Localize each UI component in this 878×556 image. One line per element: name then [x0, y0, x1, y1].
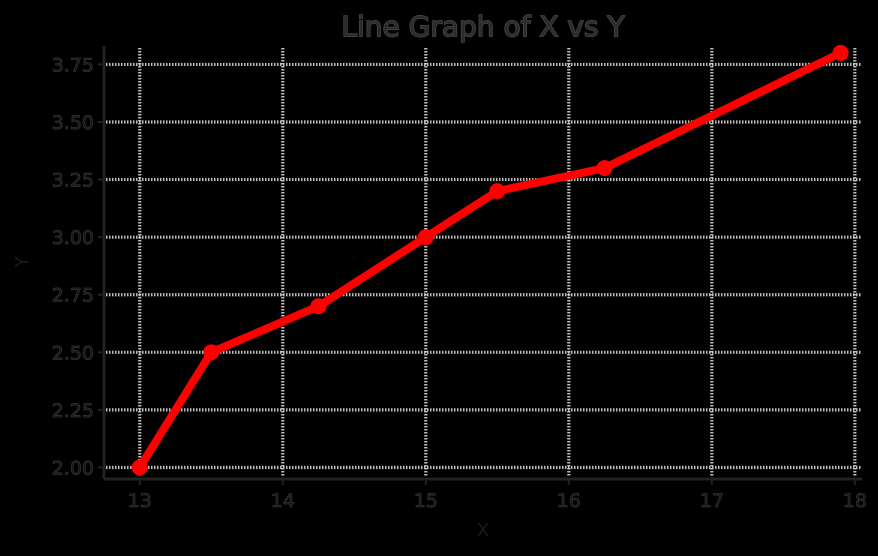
data-point [203, 344, 220, 361]
y-ticks: 2.00 2.25 2.50 2.75 3.00 3.25 3.50 3.75 [51, 54, 104, 480]
data-point [489, 183, 506, 200]
data-point [310, 298, 327, 315]
axes [102, 46, 862, 481]
y-tick-label: 2.00 [52, 457, 94, 479]
y-tick-label: 2.50 [52, 342, 94, 364]
y-tick-label: 3.25 [52, 170, 94, 192]
x-tick-label: 17 [700, 490, 724, 512]
data-point [417, 229, 434, 246]
x-tick-label: 13 [128, 490, 152, 512]
x-axis-label: X [477, 520, 489, 541]
x-tick-label: 14 [271, 490, 295, 512]
series-line [135, 48, 845, 472]
data-point [596, 160, 613, 177]
y-axis-label: Y [12, 256, 33, 269]
y-tick-label: 2.25 [52, 400, 94, 422]
x-tick-label: 16 [557, 490, 581, 512]
data-point [832, 44, 849, 61]
y-tick-label: 3.75 [52, 54, 94, 76]
x-tick-label: 18 [843, 490, 867, 512]
data-point [131, 459, 148, 476]
y-tick-label: 3.50 [52, 112, 94, 134]
grid [106, 48, 862, 477]
y-tick-label: 2.75 [52, 285, 94, 307]
series [131, 44, 849, 476]
chart-title: Line Graph of X vs Y [341, 10, 625, 43]
x-tick-label: 15 [414, 490, 438, 512]
y-tick-label: 3.00 [52, 227, 94, 249]
x-ticks: 13 14 15 16 17 18 [127, 479, 867, 512]
